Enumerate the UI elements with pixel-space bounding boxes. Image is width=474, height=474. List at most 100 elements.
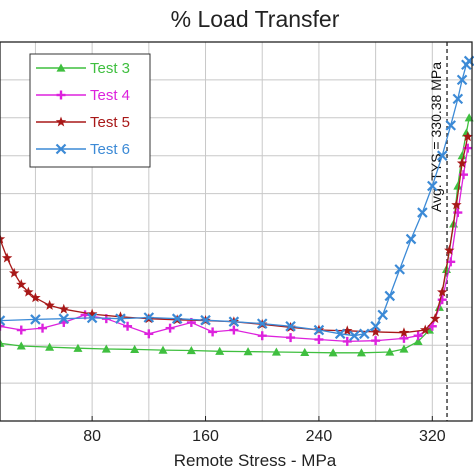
legend-label: Test 6: [90, 141, 130, 158]
data-point: [342, 325, 353, 336]
data-point: [58, 313, 70, 324]
data-point: [358, 328, 370, 340]
data-point: [0, 315, 6, 326]
data-point: [123, 321, 133, 331]
x-ticks: 80 160 240 320: [83, 416, 446, 445]
data-point: [417, 207, 428, 218]
data-point: [30, 292, 41, 303]
plot-frame: [0, 41, 473, 422]
legend-box: [29, 53, 151, 168]
data-point: [1, 252, 13, 263]
data-point: [158, 345, 168, 354]
tys-label: Avg. TYS = 330.38 MPa: [428, 62, 444, 212]
legend-item: Test 4: [36, 87, 130, 104]
legend-label: Test 4: [90, 87, 130, 104]
data-point: [457, 151, 467, 160]
data-point: [208, 327, 218, 337]
data-point: [257, 331, 267, 341]
data-point: [356, 348, 366, 357]
data-point: [30, 314, 41, 325]
chart-title: % Load Transfer: [171, 6, 340, 32]
data-point: [215, 346, 225, 355]
data-point: [16, 325, 26, 335]
data-point: [334, 328, 346, 340]
data-point: [314, 335, 324, 345]
legend: Test 3 Test 4 Test 5 Test 6: [29, 53, 151, 168]
series-group: [0, 55, 474, 357]
legend-swatch-marker: [55, 143, 67, 155]
legend-swatch-marker: [56, 90, 66, 100]
data-point: [38, 323, 48, 333]
data-point: [229, 325, 239, 335]
data-point: [370, 326, 381, 337]
data-point: [186, 346, 196, 355]
data-point: [165, 323, 175, 333]
data-point: [300, 347, 310, 357]
data-point: [342, 336, 352, 346]
legend-item: Test 6: [36, 141, 130, 158]
data-point: [419, 324, 431, 335]
data-point: [413, 331, 423, 341]
legend-label: Test 5: [90, 114, 130, 131]
data-point: [413, 336, 423, 346]
data-point: [271, 347, 281, 356]
data-point: [86, 308, 98, 319]
data-point: [101, 344, 111, 353]
data-point: [86, 312, 98, 324]
x-tick-label: 160: [192, 428, 219, 445]
data-point: [377, 309, 388, 321]
data-point: [115, 311, 126, 322]
data-point: [23, 286, 34, 297]
data-point: [437, 286, 448, 297]
legend-label: Test 3: [90, 60, 130, 77]
data-point: [453, 181, 463, 190]
data-point: [8, 267, 20, 278]
data-point: [130, 344, 140, 353]
data-point: [144, 329, 154, 339]
data-point: [399, 333, 409, 343]
data-point: [286, 333, 296, 343]
data-point: [429, 313, 441, 324]
legend-swatch-marker: [56, 63, 66, 72]
data-point: [115, 313, 126, 324]
data-point: [0, 233, 6, 244]
x-axis-label: Remote Stress - MPa: [174, 451, 337, 470]
data-point: [385, 347, 395, 356]
data-point: [444, 244, 455, 255]
data-point: [452, 93, 464, 105]
data-point: [398, 327, 410, 338]
data-point: [200, 314, 211, 326]
legend-swatch-marker: [55, 116, 67, 127]
legend-item: Test 3: [36, 60, 130, 77]
data-point: [313, 324, 325, 336]
data-point: [456, 74, 468, 86]
data-point: [371, 336, 381, 346]
data-point: [405, 233, 417, 245]
x-tick-label: 320: [419, 428, 446, 445]
data-point: [427, 180, 438, 192]
data-point: [285, 320, 296, 332]
data-point: [436, 150, 448, 161]
data-point: [45, 342, 55, 351]
data-point: [0, 321, 5, 331]
annotation-group: Avg. TYS = 330.38 MPa: [428, 42, 448, 421]
x-tick-label: 80: [83, 428, 101, 445]
data-point: [451, 199, 462, 210]
series-test-4: [0, 143, 473, 346]
x-tick-label: 240: [306, 428, 333, 445]
data-point: [171, 313, 183, 324]
data-point: [256, 318, 268, 329]
data-point: [399, 344, 409, 353]
data-point: [58, 303, 70, 314]
data-point: [243, 347, 253, 356]
data-point: [16, 279, 27, 290]
data-point: [44, 299, 55, 310]
data-point: [456, 157, 468, 168]
data-point: [228, 316, 240, 327]
data-point: [445, 120, 457, 131]
data-point: [0, 338, 5, 347]
data-point: [437, 295, 447, 305]
series-line: [0, 60, 470, 337]
series-test-6: [0, 55, 474, 342]
